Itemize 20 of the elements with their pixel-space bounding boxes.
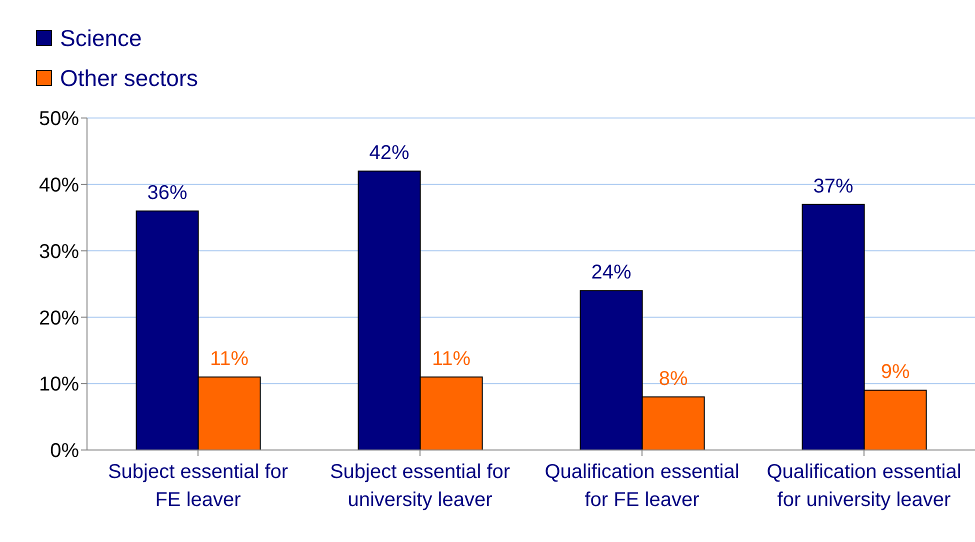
x-tick-label: Qualification essential for university leaver	[766, 461, 962, 511]
data-label: 36%	[147, 182, 188, 204]
legend-label: Science	[59, 24, 143, 52]
legend-label: Other sectors	[59, 64, 198, 92]
data-label: 37%	[813, 175, 854, 198]
x-tick-label: Subject essential for university leaver	[330, 461, 510, 511]
y-tick-label: 50%	[38, 108, 80, 130]
y-tick-label: 30%	[38, 240, 80, 263]
x-tick-label: Subject essential for FE leaver	[108, 461, 288, 511]
x-tick-label: Qualification essential for FE leaver	[544, 461, 740, 511]
y-tick-label: 0%	[50, 440, 80, 462]
y-tick-label: 20%	[38, 307, 80, 330]
y-tick-label: 40%	[38, 174, 80, 196]
data-label: 42%	[369, 142, 410, 164]
data-label: 11%	[432, 348, 471, 370]
data-label: 8%	[658, 368, 688, 390]
data-label: 11%	[210, 348, 249, 370]
data-label: 9%	[880, 361, 910, 384]
data-label: 24%	[591, 262, 632, 284]
y-tick-label: 10%	[38, 374, 80, 396]
